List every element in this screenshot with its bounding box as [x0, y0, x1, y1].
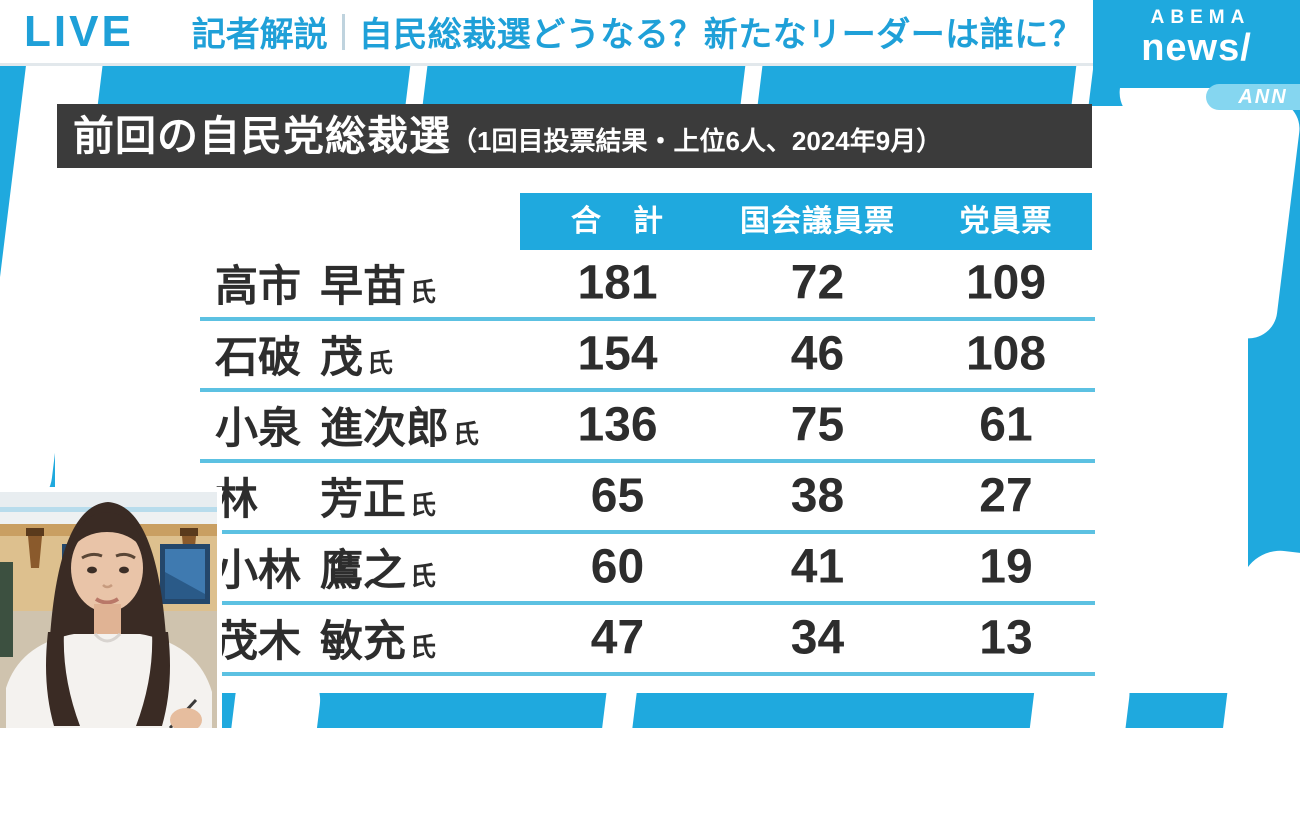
- votes-diet: 46: [790, 326, 845, 380]
- divider: [341, 13, 345, 50]
- table-row: 高市 早苗氏 181 72 109: [200, 250, 1095, 321]
- candidate-name: 小林 鷹之氏: [215, 546, 437, 595]
- abema-news-logo: ABEMA news/: [1093, 0, 1300, 88]
- live-badge: LIVE: [24, 6, 134, 56]
- votes-diet: 41: [790, 539, 845, 593]
- top-bar: LIVE 記者解説 自民総裁選どうなる？新たなリーダーは誰に？: [0, 0, 1300, 66]
- votes-party: 61: [979, 397, 1033, 451]
- candidate-name: 高市 早苗氏: [215, 262, 437, 311]
- presenter-video: [0, 487, 222, 728]
- table-row: 石破茂氏 154 46 108: [200, 321, 1095, 392]
- honorific: 氏: [410, 560, 437, 591]
- table-row: 小泉 進次郎氏 136 75 61: [200, 392, 1095, 463]
- votes-total: 47: [590, 610, 645, 664]
- honorific: 氏: [410, 631, 437, 662]
- table-row: 小林 鷹之氏 60 41 19: [200, 534, 1095, 605]
- honorific: 氏: [410, 276, 437, 307]
- votes-diet: 34: [790, 610, 845, 664]
- honorific: 氏: [367, 347, 394, 378]
- votes-party: 27: [979, 468, 1033, 522]
- votes-party: 109: [965, 255, 1047, 309]
- panel-title-note: （1回目投票結果・上位6人、2024年9月）: [451, 126, 943, 156]
- candidate-name: 小泉 進次郎氏: [215, 404, 480, 453]
- table-header: 合 計 国会議員票 党員票: [520, 193, 1092, 250]
- column-header-diet: 国会議員票: [740, 205, 895, 238]
- votes-party: 19: [979, 539, 1033, 593]
- news-wordmark: news/: [1141, 27, 1252, 69]
- panel-title-bar: 前回の自民党総裁選 （1回目投票結果・上位6人、2024年9月）: [57, 104, 1092, 168]
- results-panel: 前回の自民党総裁選 （1回目投票結果・上位6人、2024年9月） 合 計 国会議…: [55, 104, 1248, 693]
- votes-total: 181: [577, 255, 658, 309]
- table-row: 林芳正氏 65 38 27: [200, 463, 1095, 534]
- candidate-name: 茂木 敏充氏: [215, 617, 437, 666]
- abema-wordmark: ABEMA: [1150, 7, 1251, 28]
- candidate-name: 林芳正氏: [215, 475, 437, 524]
- honorific: 氏: [453, 418, 480, 449]
- column-header-party: 党員票: [959, 205, 1053, 238]
- votes-party: 13: [979, 610, 1033, 664]
- ann-logo: ANN: [1206, 84, 1300, 110]
- votes-diet: 38: [790, 468, 845, 522]
- candidate-name: 石破茂氏: [215, 333, 394, 382]
- column-header-total: 合 計: [571, 205, 664, 238]
- votes-party: 108: [965, 326, 1047, 380]
- votes-diet: 75: [790, 397, 845, 451]
- honorific: 氏: [410, 489, 437, 520]
- program-label: 記者解説: [191, 16, 328, 54]
- presenter-illustration: [0, 492, 217, 728]
- headline: 自民総裁選どうなる？新たなリーダーは誰に？: [358, 16, 1084, 54]
- votes-diet: 72: [790, 255, 845, 309]
- votes-total: 65: [590, 468, 645, 522]
- table-row: 茂木 敏充氏 47 34 13: [200, 605, 1095, 676]
- votes-total: 154: [577, 326, 658, 380]
- votes-total: 60: [590, 539, 645, 593]
- panel-title: 前回の自民党総裁選: [73, 113, 451, 159]
- votes-total: 136: [577, 397, 658, 451]
